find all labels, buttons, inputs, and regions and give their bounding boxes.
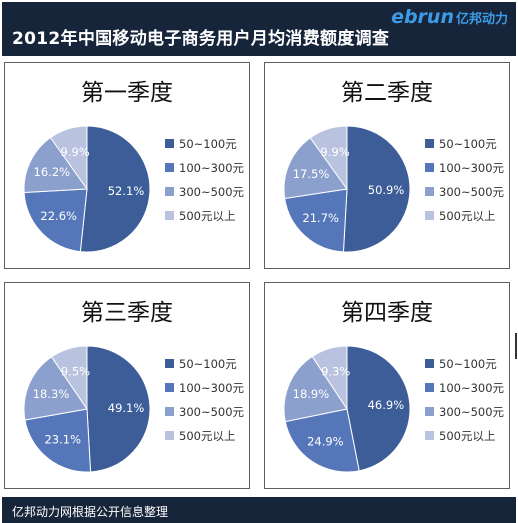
pie-slice xyxy=(309,125,348,191)
side-marker xyxy=(515,333,517,359)
legend-label: 50~100元 xyxy=(179,357,237,371)
legend-swatch xyxy=(425,431,434,440)
pie-data-label: 22.6% xyxy=(40,209,77,223)
pie-slice xyxy=(23,136,88,194)
pie-data-label: 23.1% xyxy=(44,433,81,447)
pie-title: 第一季度 xyxy=(81,80,173,106)
legend-label: 300~500元 xyxy=(439,405,505,419)
pie-data-label: 9.3% xyxy=(321,365,350,379)
legend-swatch xyxy=(425,163,434,172)
pie-data-label: 18.9% xyxy=(293,387,330,401)
legend-label: 500元以上 xyxy=(439,429,495,443)
legend-label: 50~100元 xyxy=(179,137,237,151)
legend-label: 100~300元 xyxy=(179,381,245,395)
pie-slice xyxy=(346,345,411,472)
legend-label: 500元以上 xyxy=(179,209,235,223)
legend-label: 100~300元 xyxy=(179,161,245,175)
pie-data-label: 9.5% xyxy=(61,365,90,379)
legend-label: 300~500元 xyxy=(439,185,505,199)
legend-label: 500元以上 xyxy=(439,209,495,223)
pie-chart-q3: 49.1% 23.1% 18.3% 9.5% 50~100元 100~300元 300~50… xyxy=(23,345,245,473)
pie-title: 第四季度 xyxy=(341,300,433,326)
footer-bar: 亿邦动力网根据公开信息整理 xyxy=(2,497,516,523)
legend-swatch xyxy=(425,383,434,392)
legend-label: 300~500元 xyxy=(179,185,245,199)
pie-chart-q2: 50.9% 21.7% 17.5% 9.9% 50~100元 100~300元 300~50… xyxy=(283,125,505,253)
pie-slice xyxy=(283,137,348,200)
pie-data-label: 50.9% xyxy=(368,183,405,197)
pie-slice xyxy=(24,408,92,473)
pie-slice xyxy=(49,125,88,191)
page-title: 2012年中国移动电子商务用户月均消费额度调查 xyxy=(12,29,390,49)
legend-swatch xyxy=(165,407,174,416)
pie-slice xyxy=(284,188,348,253)
legend-label: 300~500元 xyxy=(179,405,245,419)
legend-swatch xyxy=(165,139,174,148)
pie-title: 第二季度 xyxy=(341,80,433,106)
legend-swatch xyxy=(425,211,434,220)
pie-slice xyxy=(79,125,151,253)
logo: ebrun 亿邦动力 xyxy=(391,6,508,28)
legend-swatch xyxy=(165,359,174,368)
legend-swatch xyxy=(165,383,174,392)
logo-brand-cn: 亿邦动力 xyxy=(455,12,508,27)
legend-swatch xyxy=(425,359,434,368)
pie-slice xyxy=(50,345,88,411)
pie-panel-q1: 第一季度 52.1% 22.6% 16.2% 9.9% 50~100元 100~300元 3… xyxy=(4,62,250,269)
pie-slice xyxy=(283,355,348,423)
pie-data-label: 21.7% xyxy=(302,211,339,225)
pie-data-label: 24.9% xyxy=(307,435,344,449)
pie-data-label: 17.5% xyxy=(293,167,330,181)
pie-slice xyxy=(342,125,411,253)
legend-swatch xyxy=(425,187,434,196)
legend-swatch xyxy=(425,407,434,416)
legend-label: 50~100元 xyxy=(439,137,497,151)
pie-data-label: 9.9% xyxy=(61,145,90,159)
pie-slice xyxy=(86,345,151,473)
legend-label: 50~100元 xyxy=(439,357,497,371)
pie-slice xyxy=(23,356,88,421)
pie-panel-q4: 第四季度 46.9% 24.9% 18.9% 9.3% 50~100元 100~300元 3… xyxy=(264,282,510,489)
legend-swatch xyxy=(165,187,174,196)
pie-chart-q1: 52.1% 22.6% 16.2% 9.9% 50~100元 100~300元 300~50… xyxy=(23,125,245,253)
pie-data-label: 9.9% xyxy=(320,145,349,159)
pie-title: 第三季度 xyxy=(81,300,173,326)
pie-slice xyxy=(23,188,88,253)
legend-swatch xyxy=(165,163,174,172)
logo-brand: ebrun xyxy=(391,6,454,28)
header-bar: 2012年中国移动电子商务用户月均消费额度调查 ebrun 亿邦动力 xyxy=(2,2,516,56)
legend-swatch xyxy=(425,139,434,148)
pie-data-label: 49.1% xyxy=(108,401,145,415)
pie-data-label: 18.3% xyxy=(33,387,70,401)
legend-swatch xyxy=(165,431,174,440)
legend-label: 100~300元 xyxy=(439,161,505,175)
footer-source: 亿邦动力网根据公开信息整理 xyxy=(12,505,169,519)
legend-label: 100~300元 xyxy=(439,381,505,395)
legend-label: 500元以上 xyxy=(179,429,235,443)
pie-slice xyxy=(284,408,360,473)
pie-panel-q2: 第二季度 50.9% 21.7% 17.5% 9.9% 50~100元 100~300元 3… xyxy=(264,62,510,269)
pie-chart-q4: 46.9% 24.9% 18.9% 9.3% 50~100元 100~300元 300~50… xyxy=(283,345,505,473)
legend-swatch xyxy=(165,211,174,220)
pie-slice xyxy=(311,345,348,411)
pie-data-label: 16.2% xyxy=(34,165,71,179)
pie-panel-q3: 第三季度 49.1% 23.1% 18.3% 9.5% 50~100元 100~300元 3… xyxy=(4,282,250,489)
pie-data-label: 46.9% xyxy=(368,398,405,412)
pie-data-label: 52.1% xyxy=(108,184,145,198)
